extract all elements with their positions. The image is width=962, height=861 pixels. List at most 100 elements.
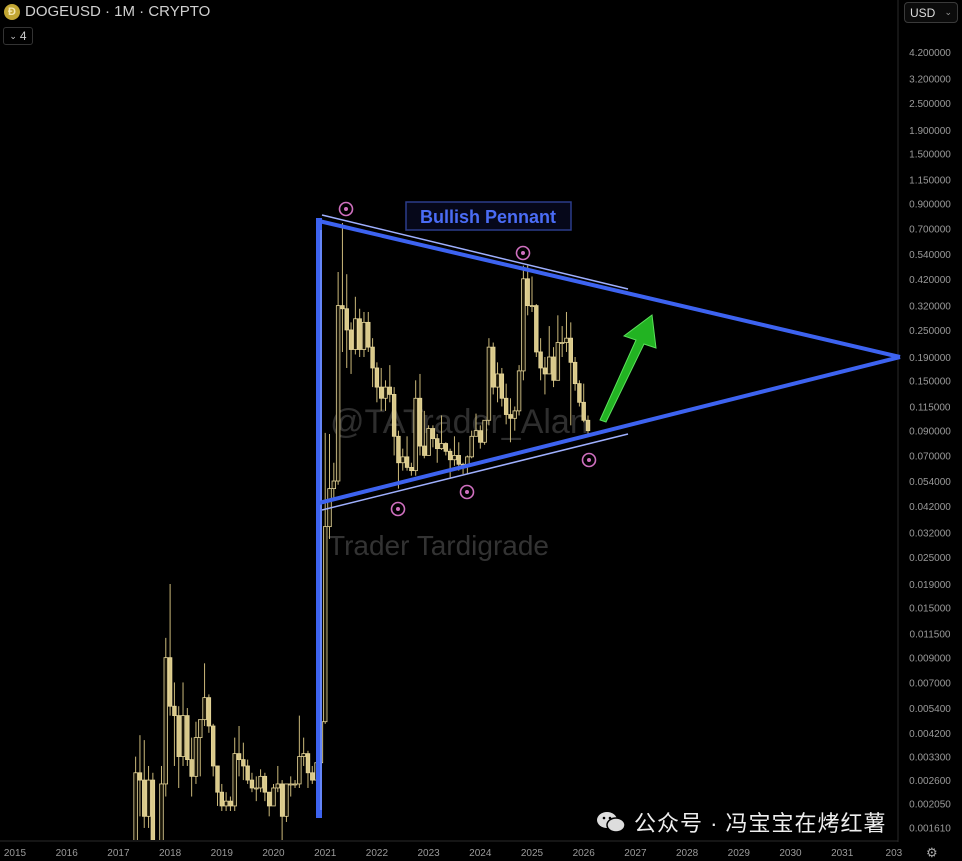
settings-gear-icon[interactable]: ⚙ (926, 845, 938, 860)
candle-body (495, 373, 500, 388)
candle (512, 406, 517, 431)
time-tick-label: 2015 (4, 848, 27, 859)
price-tick-label: 0.320000 (909, 302, 951, 313)
candle (559, 326, 565, 357)
candle-body (499, 373, 505, 399)
candle (176, 706, 181, 788)
candle-body (266, 791, 272, 807)
candle (241, 742, 246, 781)
candle-body (206, 697, 212, 727)
candle-body (422, 445, 427, 456)
candle-body (198, 719, 203, 739)
candle (435, 434, 440, 463)
pennant-drawing[interactable] (316, 214, 901, 818)
candle-body (275, 783, 281, 789)
candle (254, 776, 259, 802)
watermark-name: Trader Tardigrade (328, 530, 549, 561)
candle (585, 415, 591, 437)
candle-body (146, 779, 151, 817)
candle-body (219, 791, 224, 807)
candle-body (210, 725, 216, 767)
candle (529, 276, 535, 312)
candle (163, 637, 168, 797)
candle (486, 338, 492, 426)
candle (133, 756, 138, 840)
candle-body (482, 419, 487, 443)
price-tick-label: 0.007000 (909, 678, 951, 689)
candle-body (491, 346, 496, 388)
candle-body (353, 318, 358, 350)
candle (538, 338, 543, 381)
candle-body (417, 397, 423, 447)
time-tick-label: 2031 (831, 848, 854, 859)
time-tick-label: 2022 (366, 848, 389, 859)
time-tick-label: 2027 (624, 848, 647, 859)
candle-body (447, 450, 453, 461)
price-tick-label: 0.700000 (909, 224, 951, 235)
pennant-label-text: Bullish Pennant (420, 207, 556, 227)
indicators-toggle[interactable]: ⌄ 4 (3, 27, 33, 45)
candle-body (581, 401, 586, 421)
pennant-label: Bullish Pennant (405, 201, 572, 231)
candle-body (439, 443, 444, 450)
price-tick-label: 0.003300 (909, 753, 951, 764)
candle-body (172, 705, 177, 717)
candle (400, 448, 405, 471)
candle (547, 326, 552, 375)
time-tick-label: 2018 (159, 848, 182, 859)
support-thin-line[interactable] (321, 433, 629, 511)
candle (542, 357, 548, 395)
symbol-header[interactable]: Ð DOGEUSD · 1M · CRYPTO (4, 3, 210, 20)
candle (219, 783, 224, 811)
pivot-marker-icon (581, 452, 597, 468)
pivot-marker-icon (515, 245, 531, 261)
candle (452, 436, 457, 466)
candle-body (559, 342, 565, 344)
candle-body (473, 430, 479, 437)
price-tick-label: 3.200000 (909, 75, 951, 86)
price-tick-label: 0.002050 (909, 800, 951, 811)
candle (495, 362, 500, 403)
candle (503, 383, 509, 425)
price-tick-label: 0.001610 (909, 823, 951, 834)
price-tick-label: 1.500000 (909, 149, 951, 160)
pennant-lower-line[interactable] (318, 355, 901, 505)
time-tick-label: 2025 (521, 848, 544, 859)
candle (284, 783, 289, 822)
candle-body (534, 305, 539, 353)
indicator-count: 4 (19, 29, 27, 43)
pennant-upper-line[interactable] (318, 219, 901, 359)
candle-body (176, 715, 181, 757)
price-tick-label: 0.042000 (909, 502, 951, 513)
candle-body (443, 443, 449, 452)
candle (301, 737, 306, 766)
candle (279, 780, 285, 840)
time-tick-label: 2024 (469, 848, 492, 859)
candle (167, 584, 173, 716)
candle (198, 719, 203, 777)
candle-body (572, 361, 578, 385)
candle-body (310, 772, 315, 781)
currency-select[interactable]: USD ⌄ (904, 2, 958, 23)
price-tick-label: 2.500000 (909, 99, 951, 110)
price-tick-label: 0.019000 (909, 580, 951, 591)
candle (572, 357, 578, 391)
candle (443, 442, 449, 456)
time-tick-label: 2016 (56, 848, 79, 859)
candle (344, 274, 349, 368)
resistance-thin-line[interactable] (321, 214, 629, 290)
candle-body (469, 435, 474, 458)
candle-body (167, 657, 173, 707)
time-tick-label: 2017 (107, 848, 130, 859)
pivot-marker-icon (390, 501, 406, 517)
candle (297, 715, 302, 788)
candle-body (542, 367, 548, 375)
time-tick-label: 2029 (728, 848, 751, 859)
candle-body (137, 772, 143, 781)
candle (491, 342, 496, 395)
candle (275, 765, 281, 793)
candle-body (521, 278, 526, 372)
candle (322, 432, 328, 724)
candle-body (305, 753, 311, 774)
